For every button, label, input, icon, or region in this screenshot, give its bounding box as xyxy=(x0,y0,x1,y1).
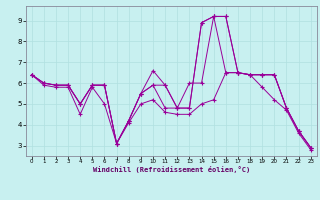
X-axis label: Windchill (Refroidissement éolien,°C): Windchill (Refroidissement éolien,°C) xyxy=(92,166,250,173)
